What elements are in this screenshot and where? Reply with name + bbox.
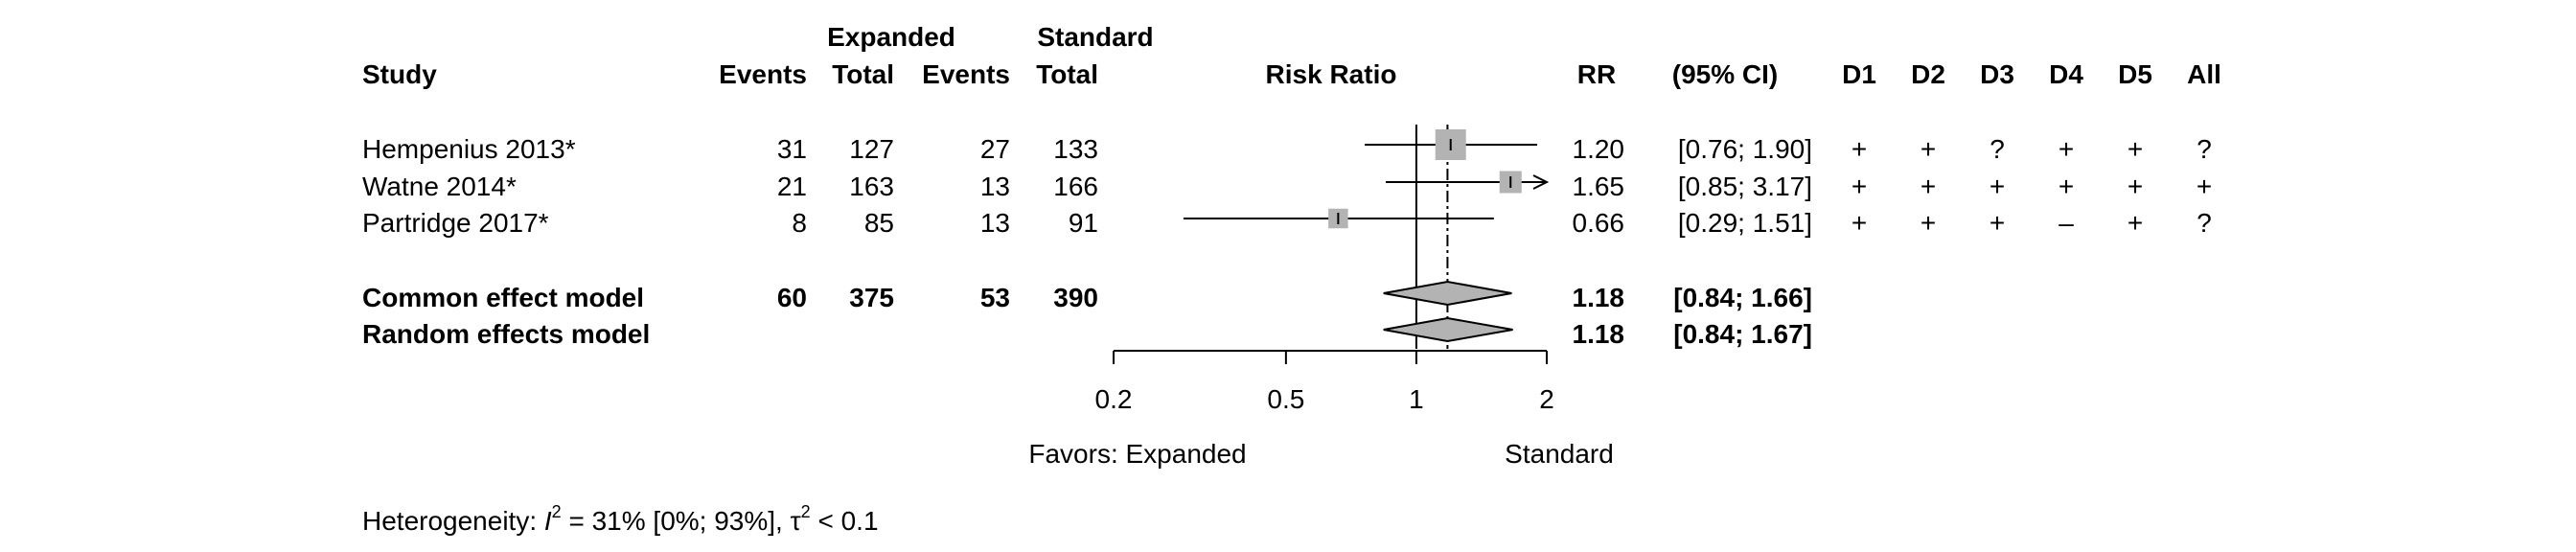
study-row-3: Partridge 2017* 8 85 13 91 0.66 [0.29; 1… — [362, 208, 2212, 238]
risk-of-bias-all: ? — [2196, 134, 2212, 164]
events2-value: 27 — [980, 134, 1010, 164]
heterogeneity-text: Heterogeneity: I2 = 31% [0%; 93%], τ2 < … — [362, 502, 879, 536]
rr-value: 1.18 — [1573, 283, 1625, 312]
heterogeneity-tau-sup: 2 — [801, 502, 811, 521]
total2-value: 390 — [1053, 283, 1098, 312]
domain-header-d1: D1 — [1842, 59, 1876, 89]
ci-arrow — [1532, 174, 1550, 190]
risk-of-bias-d5: + — [2128, 208, 2143, 238]
total2-header: Total — [1036, 59, 1098, 89]
risk-of-bias-d1: + — [1852, 208, 1867, 238]
rr-value: 1.18 — [1573, 319, 1625, 349]
heterogeneity-i: I — [544, 506, 552, 536]
risk-of-bias-d5: + — [2128, 134, 2143, 164]
common-effect-row: Common effect model 60 375 53 390 1.18 [… — [362, 283, 1812, 312]
risk-of-bias-all: ? — [2196, 208, 2212, 238]
events2-value: 13 — [980, 172, 1010, 201]
heterogeneity-prefix: Heterogeneity: — [362, 506, 544, 536]
pooled-diamond — [1383, 316, 1513, 343]
ci-value: [0.85; 3.17] — [1678, 172, 1812, 201]
risk-of-bias-all: + — [2196, 172, 2212, 201]
plot-area: 0.2 0.5 1 2 — [1095, 125, 1554, 414]
heterogeneity-tau: τ — [791, 506, 801, 536]
total2-value: 91 — [1069, 208, 1098, 238]
domain-header-d4: D4 — [2049, 59, 2083, 89]
total1-value: 127 — [849, 134, 894, 164]
total1-value: 163 — [849, 172, 894, 201]
rr-value: 0.66 — [1573, 208, 1625, 238]
total1-header: Total — [832, 59, 894, 89]
x-axis-tick-label: 2 — [1539, 384, 1554, 414]
risk-ratio-header: Risk Ratio — [1266, 59, 1397, 89]
risk-of-bias-d3: ? — [1990, 134, 2005, 164]
domain-header-d2: D2 — [1911, 59, 1945, 89]
study-name: Hempenius 2013* — [362, 134, 576, 164]
risk-of-bias-d3: + — [1990, 172, 2005, 201]
risk-of-bias-d4: + — [2058, 134, 2074, 164]
rr-value: 1.20 — [1573, 134, 1625, 164]
study-name: Watne 2014* — [362, 172, 517, 201]
events2-value: 13 — [980, 208, 1010, 238]
risk-of-bias-d2: + — [1920, 172, 1936, 201]
events1-header: Events — [719, 59, 807, 89]
rr-value: 1.65 — [1573, 172, 1625, 201]
risk-of-bias-d2: + — [1920, 134, 1936, 164]
ci-value: [0.76; 1.90] — [1678, 134, 1812, 164]
study-row-2: Watne 2014* 21 163 13 166 1.65 [0.85; 3.… — [362, 172, 2212, 201]
risk-of-bias-d5: + — [2128, 172, 2143, 201]
group2-header: Standard — [1037, 22, 1153, 52]
events1-value: 31 — [777, 134, 807, 164]
events1-value: 60 — [777, 283, 807, 312]
risk-of-bias-d3: + — [1990, 208, 2005, 238]
heterogeneity-i-rest: = 31% [0%; 93%], — [562, 506, 791, 536]
ci-value: [0.84; 1.66] — [1673, 283, 1812, 312]
domain-header-d5: D5 — [2118, 59, 2152, 89]
events2-value: 53 — [980, 283, 1010, 312]
risk-of-bias-d4: + — [2058, 172, 2074, 201]
axis-label-right: Standard — [1505, 439, 1614, 469]
study-name: Partridge 2017* — [362, 208, 549, 238]
domain-header-d3: D3 — [1980, 59, 2014, 89]
study-row-1: Hempenius 2013* 31 127 27 133 1.20 [0.76… — [362, 134, 2212, 164]
rr-header: RR — [1577, 59, 1616, 89]
total1-value: 85 — [864, 208, 894, 238]
model-name: Common effect model — [362, 283, 644, 312]
group1-header: Expanded — [827, 22, 955, 52]
risk-of-bias-d4: – — [2058, 208, 2074, 238]
total1-value: 375 — [849, 283, 894, 312]
heterogeneity-tau-rest: < 0.1 — [811, 506, 879, 536]
x-axis-tick-label: 1 — [1409, 384, 1424, 414]
events2-header: Events — [922, 59, 1010, 89]
axis-label-left: Favors: Expanded — [1028, 439, 1246, 469]
events1-value: 21 — [777, 172, 807, 201]
pooled-diamond — [1383, 280, 1512, 307]
total2-value: 133 — [1053, 134, 1098, 164]
model-name: Random effects model — [362, 319, 650, 349]
x-axis-tick-label: 0.5 — [1267, 384, 1304, 414]
risk-of-bias-d1: + — [1852, 172, 1867, 201]
heterogeneity-i-sup: 2 — [552, 502, 562, 521]
x-axis-tick-label: 0.2 — [1095, 384, 1133, 414]
risk-of-bias-d2: + — [1920, 208, 1936, 238]
ci-header: (95% CI) — [1672, 59, 1778, 89]
events1-value: 8 — [792, 208, 807, 238]
domain-header-all: All — [2187, 59, 2221, 89]
study-header: Study — [362, 59, 437, 89]
total2-value: 166 — [1053, 172, 1098, 201]
random-effects-row: Random effects model 1.18 [0.84; 1.67] — [362, 319, 1812, 349]
risk-of-bias-d1: + — [1852, 134, 1867, 164]
ci-value: [0.84; 1.67] — [1673, 319, 1812, 349]
ci-value: [0.29; 1.51] — [1678, 208, 1812, 238]
